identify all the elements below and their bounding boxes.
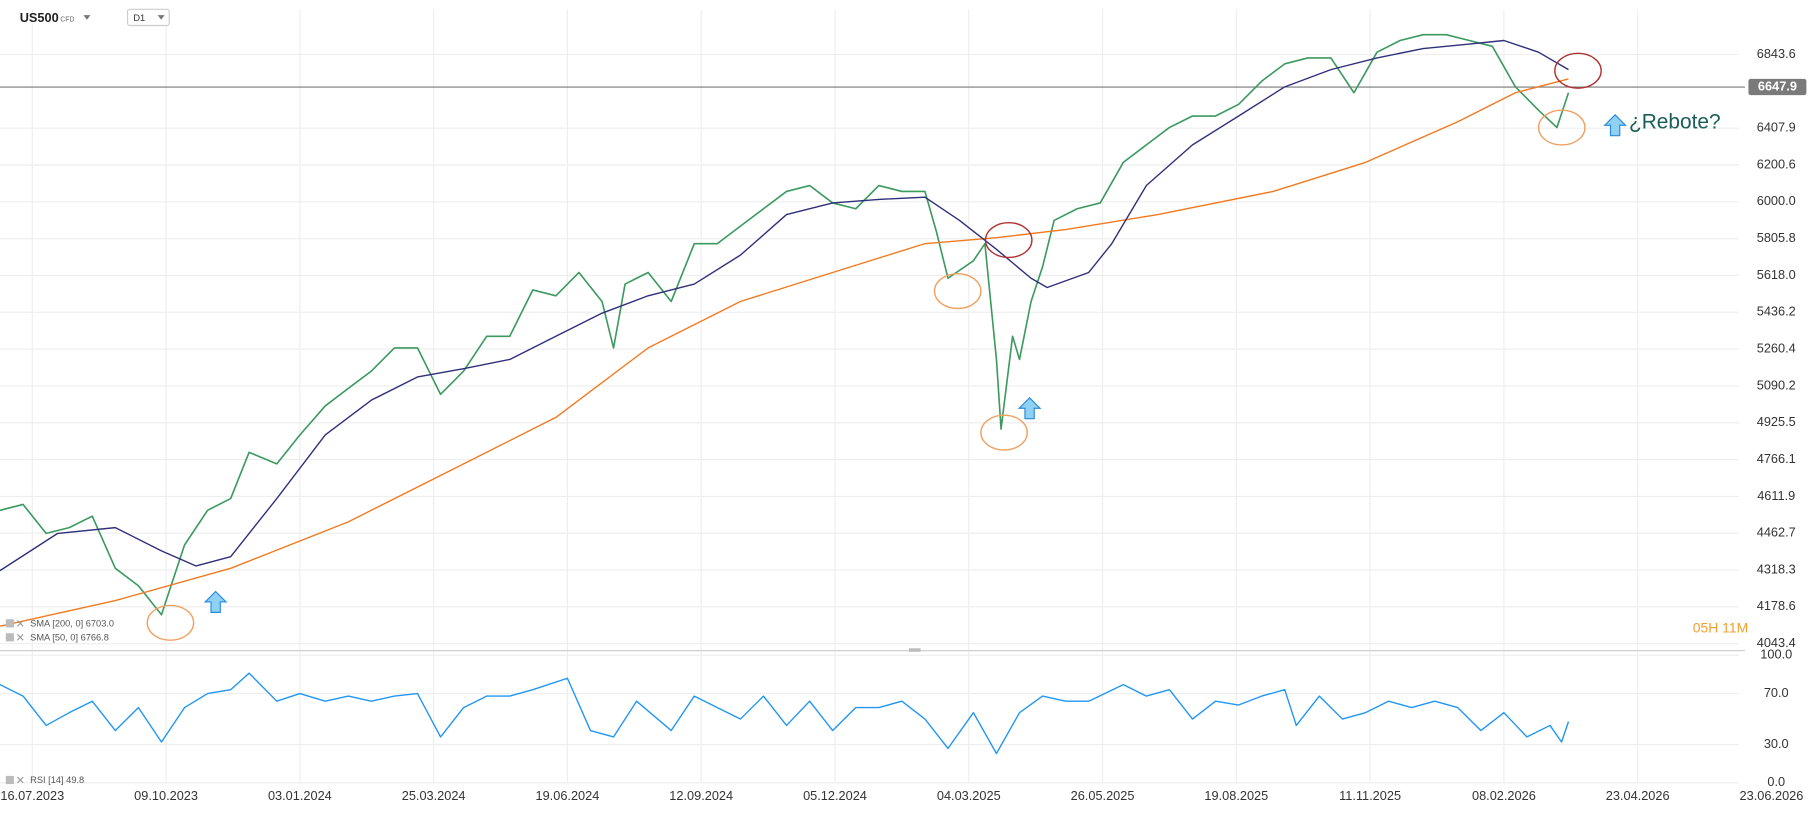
arrows	[203, 113, 1627, 613]
ellipse-marker	[933, 273, 982, 310]
up-arrow	[1603, 113, 1627, 137]
series-layer	[0, 33, 1745, 755]
y-tick-label: 5618.0	[1757, 267, 1796, 282]
legend-icon	[5, 775, 14, 785]
legend-label: SMA [50, 0] 6766.8	[30, 632, 109, 642]
x-tick-label: 09.10.2023	[134, 788, 198, 803]
y-tick-label: 5805.8	[1757, 230, 1796, 245]
timeframe-select[interactable]	[126, 8, 170, 27]
y-tick-label: 4462.7	[1757, 525, 1796, 540]
x-tick-label: 08.02.2026	[1472, 788, 1536, 803]
legend-close	[16, 776, 24, 784]
y-tick-label: 4318.3	[1757, 561, 1796, 576]
x-tick-label: 12.09.2024	[669, 788, 733, 803]
legend-close	[16, 620, 24, 627]
ellipse-marker	[1537, 109, 1586, 146]
x-tick-label: 19.06.2024	[536, 788, 600, 803]
grid-layer	[0, 9, 1740, 784]
annotations	[146, 52, 1602, 641]
series-line	[0, 78, 1569, 627]
x-tick-label: 04.03.2025	[937, 788, 1001, 803]
y-tick-label: 5436.2	[1757, 304, 1796, 319]
y-tick-label: 4178.6	[1757, 598, 1796, 613]
y-tick-label: 0.0	[1767, 774, 1785, 789]
symbol[interactable]: US500	[20, 10, 59, 25]
legend-label: RSI [14] 49.8	[30, 775, 84, 785]
y-tick-label: 6407.9	[1757, 120, 1796, 135]
annotation-text: ¿Rebote?	[1629, 110, 1721, 133]
up-arrow	[1017, 396, 1042, 420]
y-tick-label: 4043.4	[1757, 635, 1796, 650]
x-tick-label: 25.03.2024	[402, 788, 466, 803]
ellipse-marker	[980, 414, 1028, 451]
x-tick-label: 23.06.2026	[1740, 788, 1804, 803]
up-arrow	[203, 590, 228, 613]
x-tick-label: 19.08.2025	[1204, 788, 1268, 803]
legend-close	[16, 633, 24, 641]
legend-icon	[5, 633, 14, 642]
y-tick-label: 6200.6	[1757, 156, 1796, 171]
last-price-label: 6647.9	[1758, 78, 1797, 93]
x-tick-label: 26.05.2025	[1071, 788, 1135, 803]
x-tick-label: 05.12.2024	[803, 788, 867, 803]
y-tick-label: 4611.9	[1757, 488, 1795, 503]
series-line	[0, 672, 1570, 755]
x-tick-label: 03.01.2024	[268, 788, 332, 803]
dropdown-icon[interactable]	[157, 15, 165, 20]
series-line	[0, 33, 1570, 616]
y-tick-label: 6843.6	[1757, 46, 1796, 61]
legend: SMA [200, 0] 6703.0 SMA [50, 0] 6766.8 RSI…	[5, 618, 114, 785]
y-tick-label: 70.0	[1764, 685, 1789, 700]
ellipse-marker	[1554, 52, 1602, 89]
legend-icon	[5, 619, 14, 628]
x-tick-label: 23.04.2026	[1606, 788, 1670, 803]
y-tick-label: 5260.4	[1757, 340, 1796, 355]
timeframe[interactable]: D1	[133, 13, 145, 23]
pane-handle[interactable]	[909, 648, 921, 652]
y-tick-label: 4766.1	[1757, 451, 1796, 466]
last-price-box	[1748, 78, 1807, 96]
countdown: 05H 11M	[1693, 619, 1748, 635]
y-tick-label: 6000.0	[1757, 193, 1796, 208]
series-line	[0, 39, 1569, 572]
ellipse-marker	[146, 604, 195, 641]
y-tick-label: 30.0	[1764, 736, 1789, 751]
y-tick-label: 100.0	[1760, 647, 1792, 662]
x-tick-label: 11.11.2025	[1339, 788, 1401, 803]
x-tick-label: 16.07.2023	[0, 788, 64, 803]
ellipse-marker	[984, 221, 1033, 259]
instrument-type: CFD	[60, 17, 74, 24]
dropdown-icon[interactable]	[83, 15, 91, 20]
y-tick-label: 4925.5	[1757, 414, 1796, 429]
y-tick-label: 5090.2	[1757, 377, 1796, 392]
legend-label: SMA [200, 0] 6703.0	[30, 618, 114, 628]
